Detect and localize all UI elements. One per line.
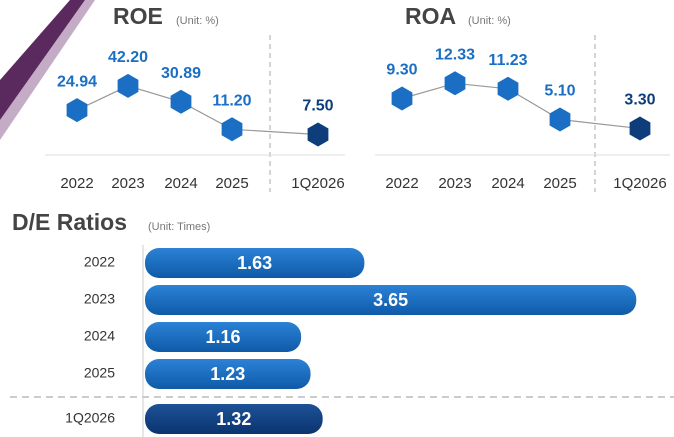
data-label: 7.50 bbox=[302, 98, 333, 115]
data-label: 30.89 bbox=[161, 65, 201, 82]
data-label: 3.65 bbox=[373, 290, 408, 310]
chart-subtitle: (Unit: %) bbox=[176, 15, 219, 27]
chart-title: D/E Ratios bbox=[12, 209, 127, 235]
x-tick-label: 1Q2026 bbox=[291, 175, 344, 192]
x-tick-label: 2022 bbox=[60, 175, 93, 192]
data-point bbox=[629, 116, 651, 141]
data-label: 11.20 bbox=[212, 93, 251, 110]
chart-title: ROE bbox=[113, 3, 163, 29]
data-label: 24.94 bbox=[57, 73, 97, 90]
data-label: 1.16 bbox=[206, 327, 241, 347]
decor-stripe bbox=[0, 0, 95, 140]
data-point bbox=[221, 117, 243, 142]
bar bbox=[145, 359, 311, 389]
data-point bbox=[444, 71, 466, 96]
x-tick-label: 2024 bbox=[164, 175, 197, 192]
x-tick-label: 2024 bbox=[491, 175, 524, 192]
x-tick-label: 2025 bbox=[543, 175, 576, 192]
x-tick-label: 2023 bbox=[438, 175, 471, 192]
data-point bbox=[117, 73, 139, 98]
data-label: 42.20 bbox=[108, 49, 148, 66]
data-point bbox=[66, 98, 88, 123]
chart-subtitle: (Unit: Times) bbox=[148, 221, 210, 233]
y-tick-label: 2025 bbox=[84, 365, 115, 381]
y-tick-label: 1Q2026 bbox=[65, 410, 115, 426]
y-tick-label: 2024 bbox=[84, 328, 115, 344]
bar bbox=[145, 285, 637, 315]
bar bbox=[145, 404, 323, 434]
x-tick-label: 2023 bbox=[111, 175, 144, 192]
series-line bbox=[401, 82, 641, 130]
data-label: 9.30 bbox=[386, 62, 417, 79]
data-point bbox=[497, 76, 519, 101]
y-tick-label: 2023 bbox=[84, 291, 115, 307]
y-tick-label: 2022 bbox=[84, 254, 115, 270]
x-tick-label: 2025 bbox=[215, 175, 248, 192]
x-tick-label: 1Q2026 bbox=[613, 175, 666, 192]
chart-title: ROA bbox=[405, 3, 456, 29]
data-label: 1.32 bbox=[216, 409, 251, 429]
data-label: 11.23 bbox=[488, 52, 527, 69]
bar bbox=[145, 322, 302, 352]
data-label: 12.33 bbox=[435, 47, 475, 64]
data-point bbox=[391, 86, 413, 111]
data-label: 1.63 bbox=[237, 253, 272, 273]
data-label: 1.23 bbox=[210, 364, 245, 384]
data-label: 3.30 bbox=[624, 92, 655, 109]
x-tick-label: 2022 bbox=[385, 175, 418, 192]
series-line bbox=[76, 85, 319, 136]
data-label: 5.10 bbox=[544, 83, 575, 100]
chart-subtitle: (Unit: %) bbox=[468, 15, 511, 27]
data-point bbox=[549, 107, 571, 132]
bar bbox=[145, 248, 365, 278]
data-point bbox=[170, 89, 192, 114]
data-point bbox=[307, 122, 329, 147]
